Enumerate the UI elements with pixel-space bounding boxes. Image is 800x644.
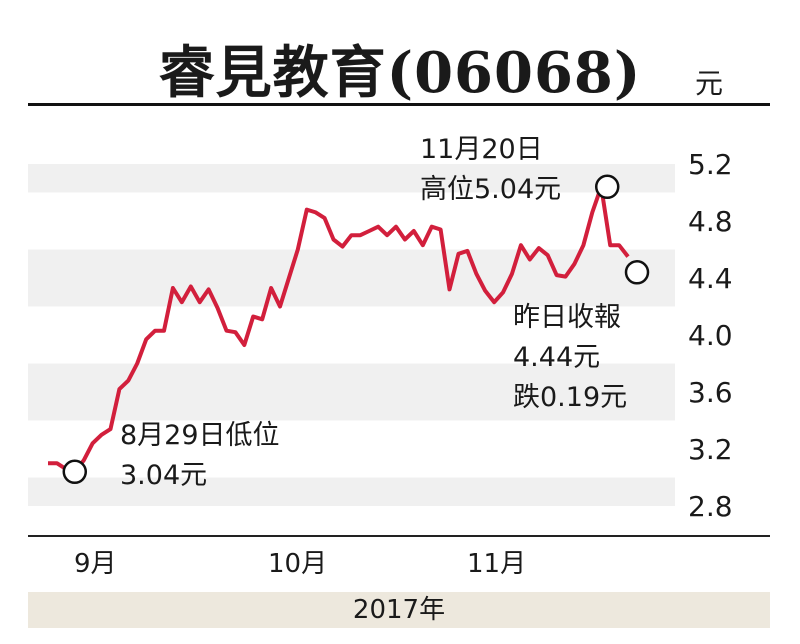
y-tick-label: 2.8 — [688, 490, 733, 523]
chart-title: 睿見教育(06068) — [158, 40, 642, 106]
y-tick-label: 4.8 — [688, 205, 733, 238]
bottom-rule — [28, 535, 770, 537]
close-annotation: 昨日收報 4.44元 跌0.19元 — [513, 298, 627, 418]
annotation-line: 昨日收報 — [513, 302, 621, 333]
y-tick-label: 3.6 — [688, 376, 733, 409]
grid-band — [28, 477, 675, 506]
y-tick-label: 3.2 — [688, 433, 733, 466]
high-annotation: 11月20日 高位5.04元 — [420, 130, 561, 210]
annotation-line: 跌0.19元 — [513, 382, 628, 413]
annotation-line: 4.44元 — [513, 342, 601, 373]
grid-band — [28, 249, 675, 307]
low-annotation: 8月29日低位 3.04元 — [120, 416, 280, 496]
high-marker — [594, 174, 620, 200]
grid-band — [28, 164, 675, 193]
year-label: 2017年 — [28, 592, 770, 628]
annotation-line: 11月20日 — [420, 134, 543, 165]
y-tick-label: 5.2 — [688, 148, 733, 181]
unit-label: 元 — [695, 67, 724, 100]
price-line — [48, 184, 630, 474]
annotation-line: 3.04元 — [120, 460, 208, 491]
y-tick-label: 4.0 — [688, 319, 733, 352]
low-marker — [62, 459, 88, 485]
grid-bands — [28, 164, 675, 506]
y-tick-label: 4.4 — [688, 262, 733, 295]
grid-band — [28, 363, 675, 421]
top-rule — [28, 103, 770, 106]
annotation-line: 8月29日低位 — [120, 420, 280, 451]
x-tick-label: 11月 — [467, 549, 527, 579]
x-tick-label: 9月 — [74, 549, 117, 579]
marker-layer — [62, 174, 650, 485]
close-marker — [624, 260, 650, 285]
series-layer — [48, 184, 630, 474]
x-tick-label: 10月 — [268, 549, 328, 579]
annotation-line: 高位5.04元 — [420, 174, 562, 205]
